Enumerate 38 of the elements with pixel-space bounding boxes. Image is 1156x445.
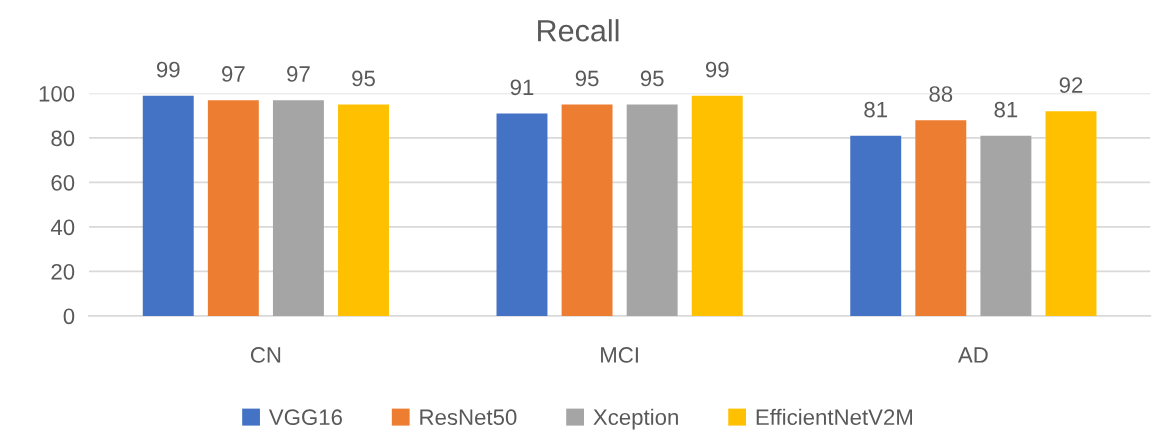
bar	[915, 120, 967, 316]
bar	[691, 95, 743, 316]
legend-label: EfficientNetV2M	[756, 408, 913, 426]
bar	[142, 95, 194, 316]
x-tick-label: CN	[250, 347, 281, 363]
y-tick-label: 60	[51, 174, 75, 191]
data-label: 92	[1059, 77, 1083, 93]
data-label: 81	[994, 101, 1018, 118]
legend-label: Xception	[593, 408, 678, 430]
data-label: 95	[575, 70, 599, 87]
y-tick-label: 20	[51, 263, 75, 280]
data-label: 81	[864, 101, 887, 118]
legend-label: VGG16	[268, 409, 342, 426]
data-label: 91	[510, 79, 534, 96]
y-tick-label: 80	[51, 130, 75, 147]
x-tick-label: AD	[957, 347, 988, 363]
bar	[1045, 111, 1097, 316]
data-label: 97	[287, 66, 310, 82]
data-label: 99	[705, 61, 729, 78]
bar	[980, 135, 1032, 316]
y-tick-label: 0	[63, 308, 75, 325]
bar	[626, 104, 678, 316]
chart-title: Recall	[538, 19, 619, 42]
bar	[272, 100, 324, 316]
data-label: 99	[156, 61, 180, 78]
bar	[561, 104, 613, 316]
y-tick-label: 40	[50, 219, 75, 236]
bar	[496, 113, 548, 316]
data-label: 88	[929, 86, 953, 102]
data-label: 97	[222, 66, 245, 82]
legend-label: ResNet50	[420, 409, 517, 426]
data-label: 95	[640, 70, 664, 87]
data-label: 95	[352, 70, 375, 87]
y-tick-label: 100	[39, 85, 75, 102]
bar	[207, 100, 259, 316]
bar	[338, 104, 389, 316]
bar	[850, 135, 902, 316]
x-tick-label: MCI	[601, 347, 638, 363]
